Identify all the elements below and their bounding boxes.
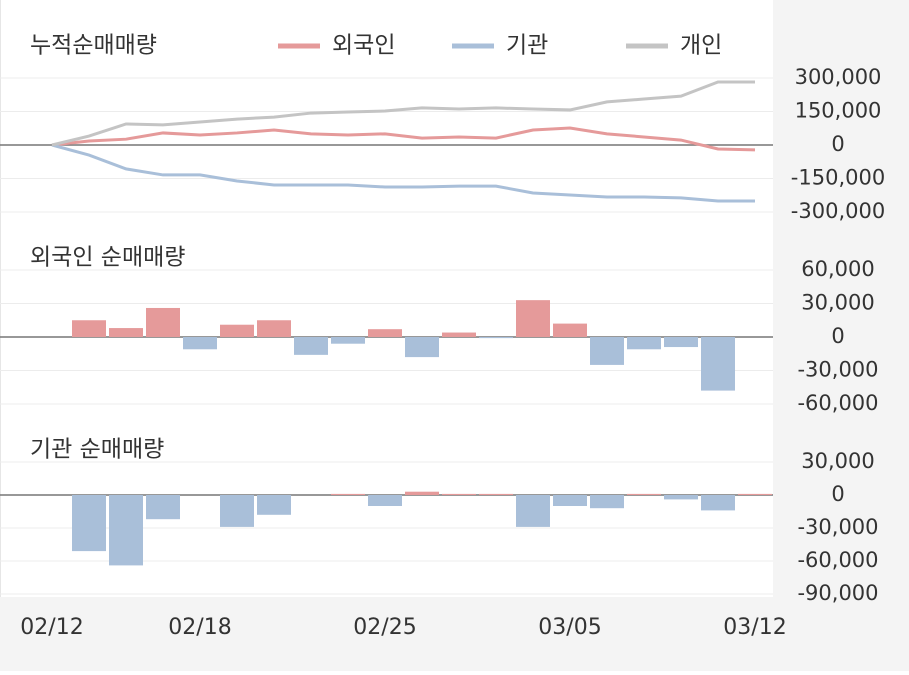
x-tick-label: 03/05	[538, 615, 601, 640]
bar	[627, 337, 661, 350]
bar	[479, 337, 513, 339]
y-tick-label: 30,000	[801, 449, 874, 473]
bar	[331, 337, 365, 344]
bar	[220, 324, 254, 337]
legend-label: 기관	[506, 33, 548, 59]
x-axis-panel	[0, 597, 909, 671]
bar	[738, 493, 772, 495]
y-tick-label: -90,000	[797, 581, 878, 605]
bar	[109, 495, 143, 566]
y-tick-label: 30,000	[801, 291, 874, 315]
x-tick-label: 02/12	[20, 615, 83, 640]
panel-title: 외국인 순매매량	[30, 245, 185, 271]
y-tick-label: -30,000	[797, 515, 878, 539]
bar	[405, 337, 439, 358]
legend-label: 외국인	[332, 33, 395, 59]
y-tick-label: -150,000	[791, 166, 885, 190]
bar	[331, 493, 365, 495]
panel-title: 기관 순매매량	[30, 437, 164, 463]
y-tick-label: 150,000	[795, 99, 882, 123]
line	[51, 126, 756, 152]
y-tick-label: -300,000	[791, 199, 885, 223]
y-tick-label: -60,000	[797, 391, 878, 415]
legend-label: 개인	[680, 33, 722, 59]
y-tick-label: 300,000	[795, 65, 882, 89]
axis-panel	[773, 0, 909, 671]
bar	[257, 495, 291, 515]
y-tick-label: -60,000	[797, 548, 878, 572]
bar	[664, 337, 698, 348]
bar	[627, 493, 661, 495]
x-tick-label: 02/25	[353, 615, 416, 640]
bar	[368, 329, 402, 337]
bar	[294, 337, 328, 355]
bar	[146, 307, 180, 337]
line	[51, 80, 755, 147]
line	[51, 143, 755, 203]
bar	[442, 332, 476, 337]
bar	[479, 493, 513, 495]
bar	[701, 495, 735, 511]
y-tick-label: 0	[831, 482, 844, 506]
bar	[664, 495, 698, 500]
bar	[516, 300, 550, 337]
y-tick-label: 0	[831, 324, 844, 348]
x-tick-label: 03/12	[723, 615, 786, 640]
bar	[701, 337, 735, 391]
bar	[442, 493, 476, 495]
bar	[220, 495, 254, 527]
bar	[590, 337, 624, 365]
bar	[516, 495, 550, 527]
bar	[72, 320, 106, 337]
bar	[553, 323, 587, 337]
y-tick-label: 60,000	[801, 257, 874, 281]
bar	[553, 495, 587, 506]
bar	[590, 495, 624, 509]
bar	[405, 491, 439, 495]
bar	[109, 328, 143, 337]
panel-title: 누적순매매량	[30, 33, 157, 59]
bar	[368, 495, 402, 506]
bar	[72, 495, 106, 552]
y-tick-label: 0	[831, 132, 844, 156]
bar	[146, 495, 180, 520]
bar	[257, 320, 291, 337]
y-tick-label: -30,000	[797, 358, 878, 382]
bar	[183, 337, 217, 350]
x-tick-label: 02/18	[168, 615, 231, 640]
